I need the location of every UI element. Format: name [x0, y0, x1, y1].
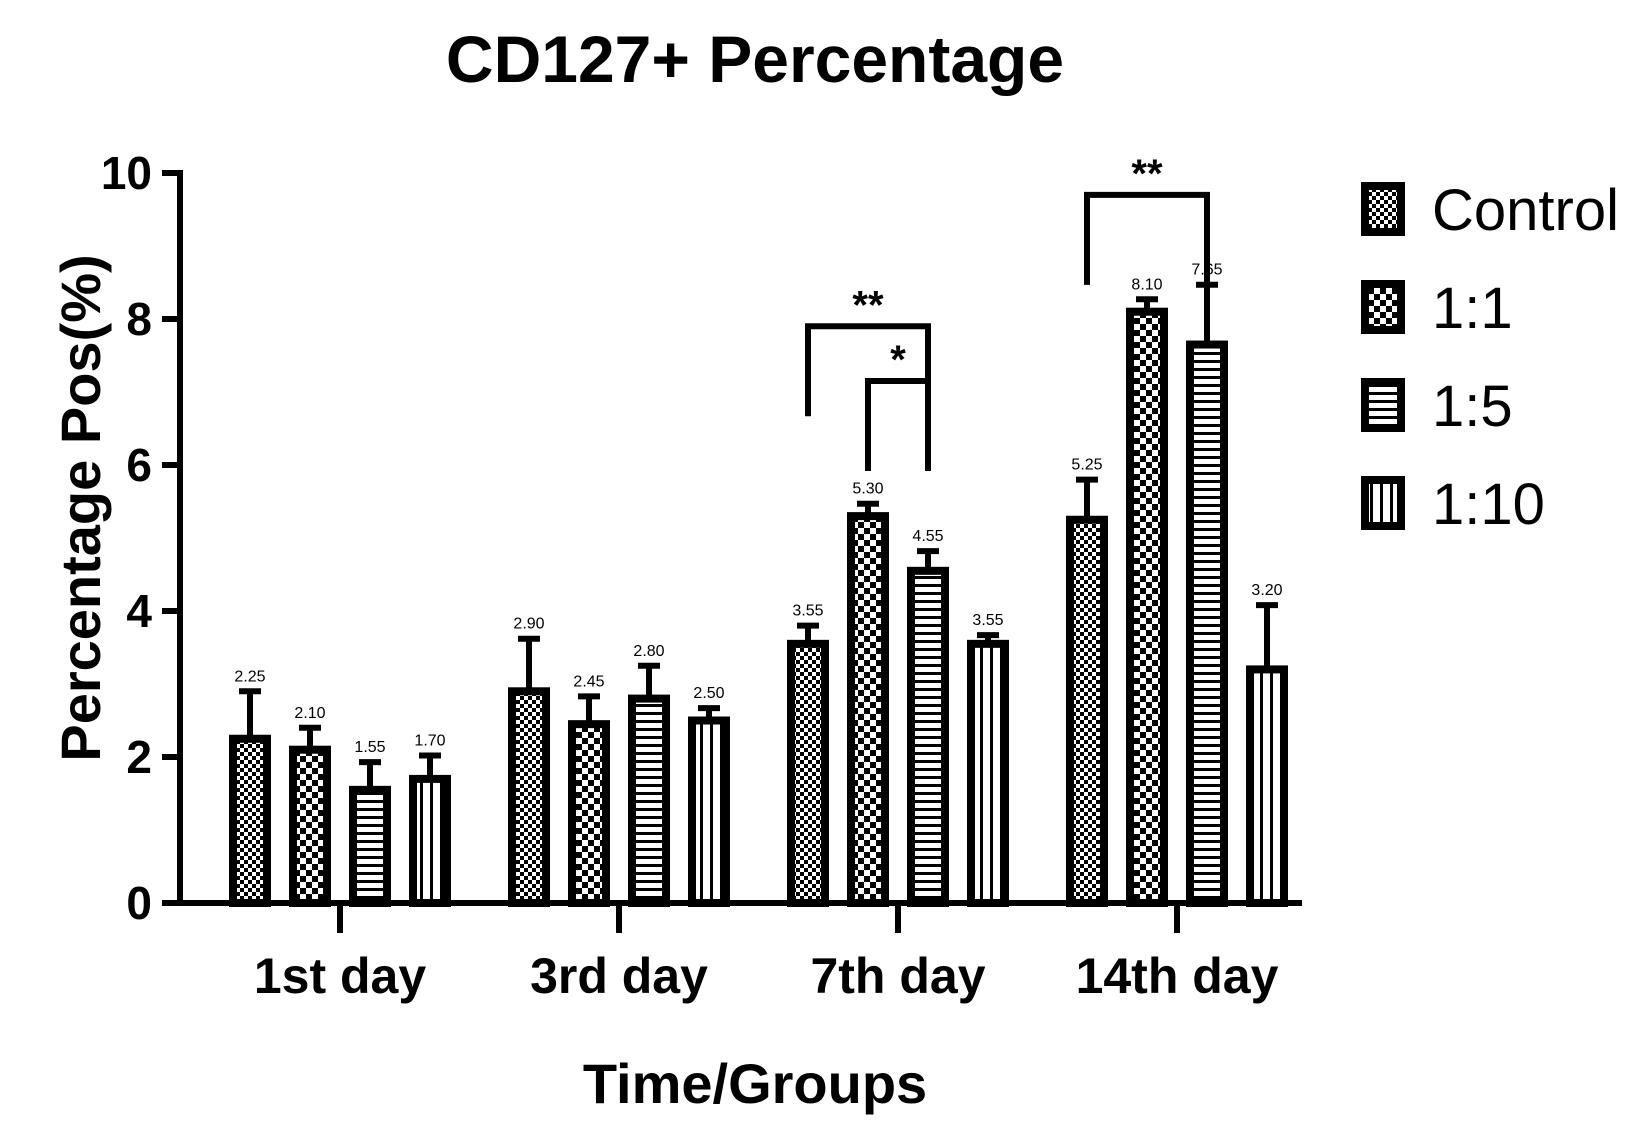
bar-1-5-14th-day	[1186, 340, 1228, 907]
y-tick-label-4: 4	[126, 585, 152, 637]
x-axis-label: Time/Groups	[583, 1052, 927, 1115]
data-label-1-1-1st-day: 2.10	[294, 705, 325, 722]
bar-1-1-1st-day	[289, 745, 331, 908]
legend-label-1-10: 1:10	[1432, 472, 1545, 537]
x-tick-label-7th-day: 7th day	[810, 948, 985, 1004]
y-tick-label-10: 10	[101, 147, 152, 199]
legend-swatch-1-1	[1361, 280, 1405, 334]
significance-bracket-2	[865, 378, 931, 472]
data-label-control-7th-day: 3.55	[792, 603, 823, 620]
bar-control-14th-day	[1066, 515, 1108, 907]
plot-area: 2.25 2.90 3.55 5.25 2.10 2.45 5.30 8.10 1.55 2.80…	[101, 147, 1302, 1004]
legend-label-1-1: 1:1	[1432, 276, 1513, 341]
y-axis-label: Percentage Pos(%)	[49, 254, 112, 761]
y-tick-label-6: 6	[126, 439, 152, 491]
bar-control-7th-day	[787, 639, 829, 907]
bar-1-10-3rd-day	[688, 716, 730, 907]
x-tick-label-14th-day: 14th day	[1076, 948, 1279, 1004]
x-tick-label-1st-day: 1st day	[254, 948, 427, 1004]
bar-1-1-14th-day	[1126, 307, 1168, 907]
bar-1-1-7th-day	[847, 512, 889, 907]
y-tick-label-8: 8	[126, 293, 152, 345]
legend-label-1-5: 1:5	[1432, 374, 1513, 439]
data-label-control-14th-day: 5.25	[1071, 457, 1102, 474]
significance-bracket-3	[1084, 191, 1210, 285]
significance-label-2: *	[890, 338, 906, 382]
data-label-1-10-3rd-day: 2.50	[693, 685, 724, 702]
data-label-1-5-7th-day: 4.55	[912, 528, 943, 545]
bar-control-1st-day	[229, 734, 271, 907]
data-label-1-1-3rd-day: 2.45	[573, 673, 604, 690]
significance-bracket-1	[805, 323, 931, 417]
data-label-1-10-7th-day: 3.55	[972, 612, 1003, 629]
legend-swatch-1-5	[1361, 378, 1405, 432]
bar-control-3rd-day	[508, 687, 550, 907]
data-label-1-1-14th-day: 8.10	[1131, 276, 1162, 293]
bar-1-10-1st-day	[409, 774, 451, 908]
bar-1-10-7th-day	[967, 639, 1009, 907]
significance-label-3: **	[1131, 152, 1163, 196]
data-label-1-10-14th-day: 3.20	[1251, 582, 1282, 599]
data-label-1-10-1st-day: 1.70	[414, 733, 445, 750]
data-label-control-3rd-day: 2.90	[513, 616, 544, 633]
chart-title: CD127+ Percentage	[446, 22, 1064, 96]
bar-1-10-14th-day	[1246, 665, 1288, 908]
significance-label-1: **	[852, 283, 884, 327]
data-label-1-5-3rd-day: 2.80	[633, 643, 664, 660]
x-tick-label-3rd-day: 3rd day	[530, 948, 708, 1004]
legend-swatch-control	[1361, 182, 1405, 236]
data-label-control-1st-day: 2.25	[234, 668, 265, 685]
bar-1-5-1st-day	[349, 785, 391, 907]
data-label-1-1-7th-day: 5.30	[852, 481, 883, 498]
legend: Control 1:1 1:5 1:10	[1361, 178, 1619, 537]
y-tick-label-2: 2	[126, 731, 152, 783]
bar-1-5-7th-day	[907, 566, 949, 907]
bar-1-5-3rd-day	[628, 694, 670, 907]
bar-1-1-3rd-day	[568, 720, 610, 908]
data-label-1-5-1st-day: 1.55	[354, 739, 385, 756]
y-tick-label-0: 0	[126, 877, 152, 929]
legend-swatch-1-10	[1361, 476, 1405, 530]
legend-label-control: Control	[1432, 178, 1619, 243]
